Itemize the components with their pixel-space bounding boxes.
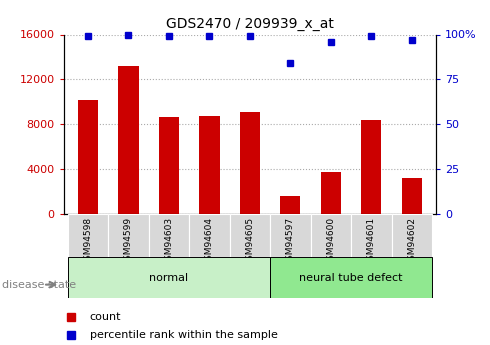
Bar bbox=[159, 117, 179, 214]
Bar bbox=[119, 66, 139, 214]
Text: GSM94600: GSM94600 bbox=[326, 217, 335, 266]
Bar bbox=[199, 116, 220, 214]
Bar bbox=[392, 214, 432, 257]
Bar bbox=[68, 214, 108, 257]
Bar bbox=[68, 257, 270, 298]
Bar bbox=[270, 214, 311, 257]
Bar bbox=[108, 214, 148, 257]
Title: GDS2470 / 209939_x_at: GDS2470 / 209939_x_at bbox=[166, 17, 334, 31]
Bar bbox=[270, 257, 432, 298]
Text: disease state: disease state bbox=[2, 280, 76, 289]
Text: GSM94602: GSM94602 bbox=[407, 217, 416, 266]
Bar bbox=[402, 178, 422, 214]
Text: normal: normal bbox=[149, 273, 189, 283]
Bar bbox=[230, 214, 270, 257]
Bar bbox=[311, 214, 351, 257]
Text: GSM94601: GSM94601 bbox=[367, 217, 376, 266]
Bar bbox=[361, 120, 381, 214]
Text: neural tube defect: neural tube defect bbox=[299, 273, 403, 283]
Text: GSM94597: GSM94597 bbox=[286, 217, 295, 266]
Text: percentile rank within the sample: percentile rank within the sample bbox=[90, 330, 278, 339]
Text: GSM94604: GSM94604 bbox=[205, 217, 214, 266]
Bar bbox=[280, 196, 300, 214]
Text: GSM94605: GSM94605 bbox=[245, 217, 254, 266]
Bar bbox=[351, 214, 392, 257]
Text: GSM94599: GSM94599 bbox=[124, 217, 133, 266]
Bar bbox=[78, 99, 98, 214]
Text: count: count bbox=[90, 313, 121, 322]
Bar bbox=[148, 214, 189, 257]
Text: GSM94598: GSM94598 bbox=[83, 217, 93, 266]
Bar bbox=[189, 214, 230, 257]
Bar bbox=[321, 172, 341, 214]
Bar bbox=[240, 112, 260, 214]
Text: GSM94603: GSM94603 bbox=[165, 217, 173, 266]
